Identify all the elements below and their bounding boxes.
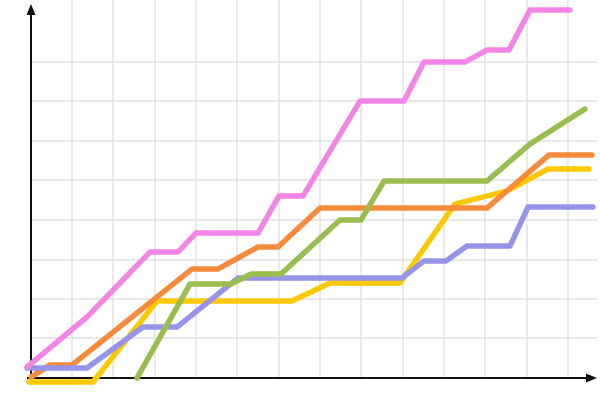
series-line-orange (28, 152, 595, 380)
series-group (24, 7, 596, 385)
series-line-green (134, 106, 588, 381)
series-line-blue (24, 204, 596, 371)
x-axis-arrow (586, 373, 597, 383)
axes-group (26, 4, 597, 383)
series-line-pink (24, 7, 573, 370)
y-axis-arrow (26, 4, 36, 15)
